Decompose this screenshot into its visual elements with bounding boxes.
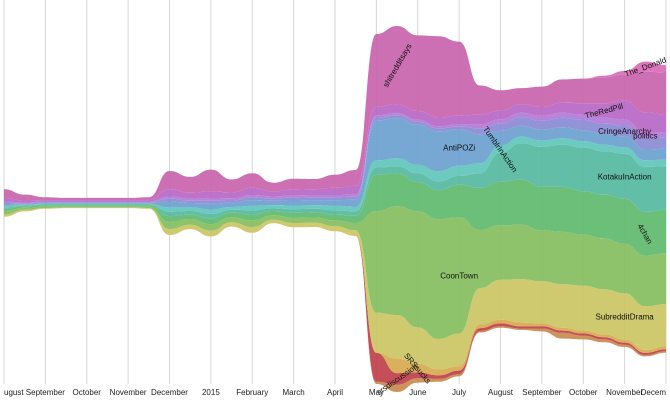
x-tick-label: Decem	[641, 388, 667, 397]
x-tick-label: November	[606, 388, 643, 397]
x-tick-label: March	[283, 388, 305, 397]
stream-area	[4, 173, 666, 256]
x-tick-label: April	[327, 388, 343, 397]
stream-area	[4, 207, 666, 370]
x-tick-label: May	[369, 388, 384, 397]
stream-area	[4, 143, 666, 219]
stream-area	[4, 100, 666, 203]
x-tick-label: September	[522, 388, 561, 397]
stream-area	[4, 112, 666, 204]
stream-label: CoonTown	[440, 271, 478, 280]
stream-label: CringeAnarchy	[598, 127, 651, 136]
x-tick-label: September	[26, 388, 65, 397]
stream-label: SubredditDrama	[596, 312, 655, 321]
x-tick-label: October	[73, 388, 102, 397]
x-tick-label: December	[151, 388, 188, 397]
x-tick-label: August	[488, 388, 514, 397]
x-tick-label: July	[452, 388, 466, 397]
stream-label: AntiPOZi	[443, 144, 475, 153]
stream-area	[4, 115, 666, 205]
stream-label: KotakuInAction	[598, 172, 652, 181]
x-tick-label: February	[236, 388, 268, 397]
x-tick-label: June	[409, 388, 427, 397]
x-tick-label: October	[569, 388, 598, 397]
stream-area	[4, 206, 666, 339]
x-tick-label: November	[110, 388, 147, 397]
stream-label: politics	[633, 132, 657, 141]
x-axis: ugust September October November December 201…	[4, 388, 666, 397]
x-tick-label: 2015	[202, 388, 220, 397]
stream-areas	[4, 26, 666, 392]
stream-area	[4, 118, 666, 210]
x-tick-label: ugust	[4, 388, 24, 397]
